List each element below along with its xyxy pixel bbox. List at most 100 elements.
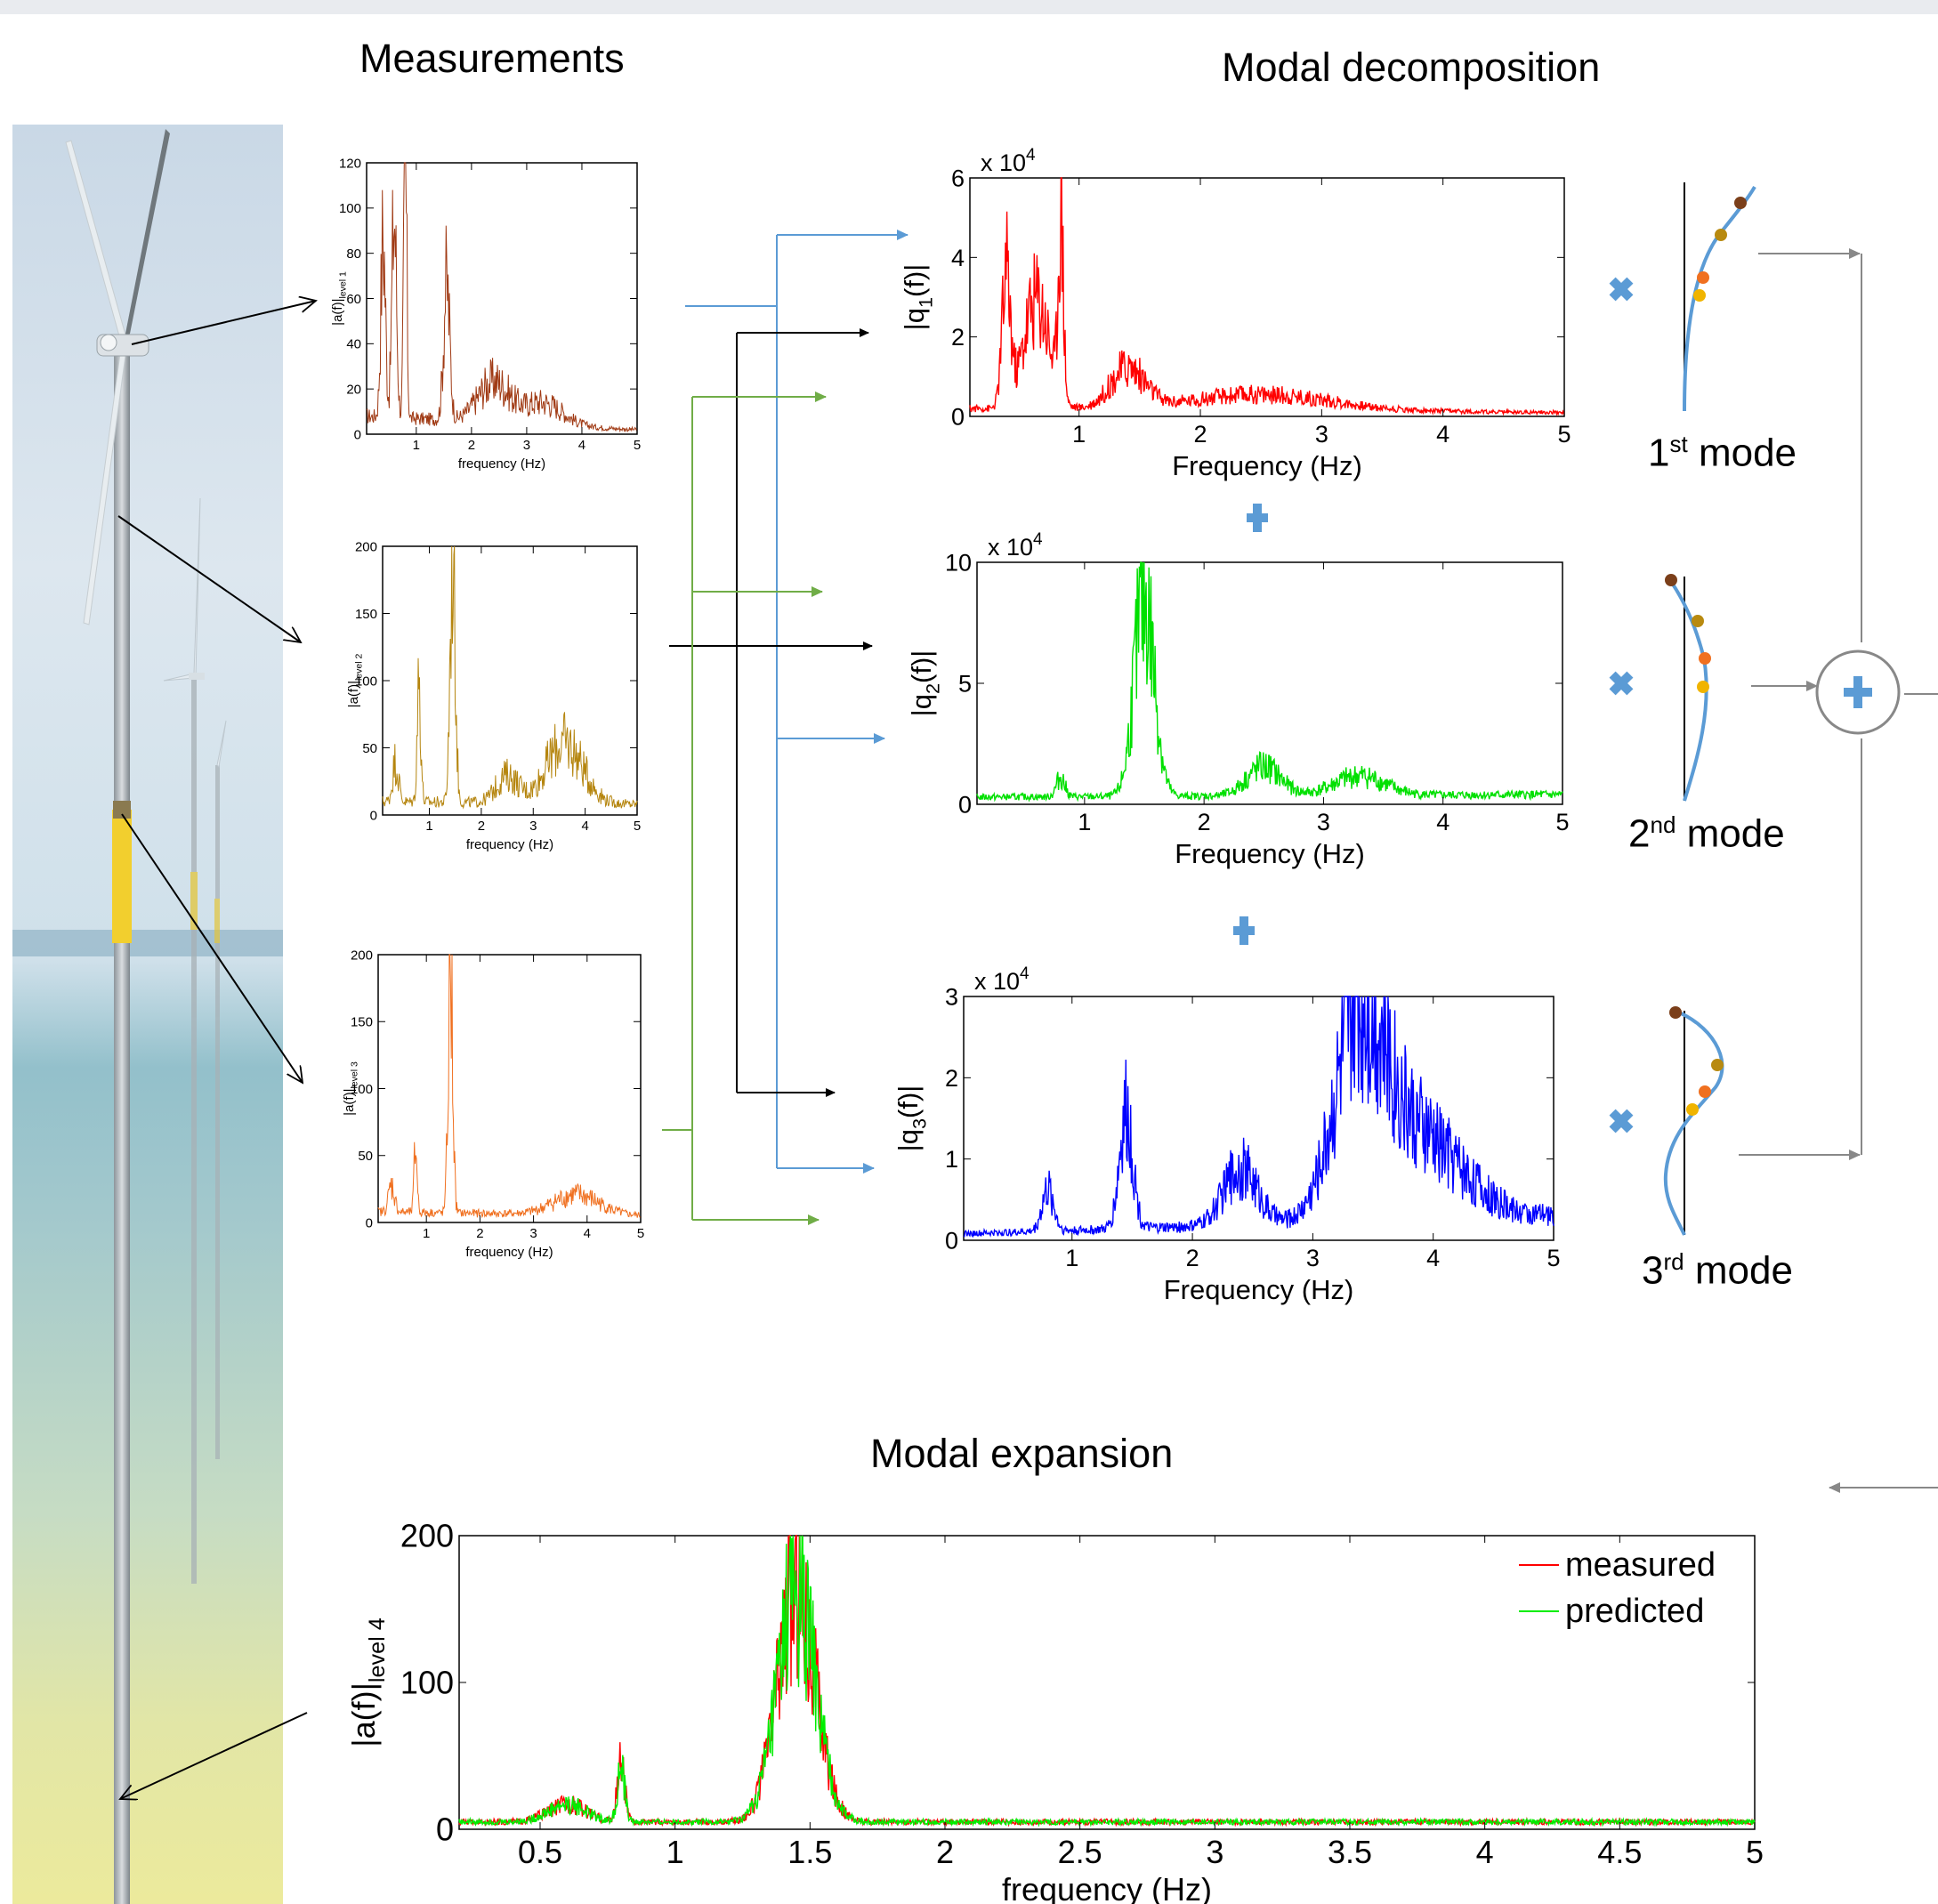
y-tick-label: 0 (436, 1811, 454, 1848)
y-tick-label: 0 (370, 808, 377, 823)
x-tick-label: 4 (578, 438, 585, 453)
series-line-level2 (382, 545, 638, 810)
y-tick-label: 100 (351, 1082, 373, 1097)
sensor-arrows (117, 301, 316, 1799)
x-tick-label: 3 (1315, 421, 1328, 448)
y-tick-label: 80 (346, 246, 361, 262)
x-axis-label: frequency (Hz) (1002, 1871, 1212, 1904)
x-tick-label: 1 (413, 438, 420, 453)
y-axis-label: |a(f)|level 3 (342, 1061, 360, 1116)
plot-frame (377, 954, 642, 1223)
x-tick-label: 4 (1436, 421, 1449, 448)
sensor-arrow-level1 (131, 301, 316, 345)
x-tick-label: 5 (1546, 1245, 1560, 1271)
chart-q1: 1 2 3 4 5 0 2 4 6 x 104 Frequency (Hz) |q1(f)| (899, 146, 1571, 481)
x-tick-label: 2 (1194, 421, 1207, 448)
x-axis-label: frequency (Hz) (458, 456, 545, 472)
y-tick-label: 0 (366, 1215, 373, 1230)
x-axis-label: frequency (Hz) (466, 837, 553, 852)
y-tick-label: 150 (351, 1015, 373, 1030)
x-tick-label: 1 (1072, 421, 1086, 448)
x-tick-label: 5 (1555, 809, 1569, 835)
y-tick-label: 200 (351, 948, 373, 963)
multiply-icon (1609, 671, 1634, 696)
y-tick-label: 10 (945, 549, 972, 576)
x-tick-label: 4.5 (1597, 1834, 1642, 1870)
mode-number: 1 (1648, 431, 1670, 475)
y-tick-label: 6 (951, 165, 965, 191)
x-tick-label: 5 (634, 819, 641, 834)
x-tick-label: 2 (1198, 809, 1211, 835)
routing-arrows-level1 (685, 230, 908, 1174)
chart-level1: 1 2 3 4 5 0 20 40 60 80 100 120 frequency (Hz) |a(f)|… (330, 156, 641, 472)
series-line-q1 (969, 177, 1565, 416)
y-tick-label: 50 (358, 1149, 373, 1164)
x-tick-label: 2 (936, 1834, 954, 1870)
x-axis-label: frequency (Hz) (465, 1245, 553, 1260)
x-tick-label: 3 (523, 438, 530, 453)
mode-suffix: rd (1663, 1248, 1684, 1275)
y-tick-label: 1 (945, 1146, 958, 1173)
y-axis-label: |a(f)|level 1 (330, 271, 349, 326)
x-tick-label: 1 (666, 1834, 684, 1870)
modal-expansion-title: Modal expansion (870, 1431, 1174, 1476)
exponent-label: x 104 (981, 146, 1036, 176)
x-tick-label: 2 (478, 819, 485, 834)
plus-icon (1247, 504, 1268, 532)
mode-word: mode (1694, 1248, 1793, 1293)
legend-label-predicted: predicted (1565, 1593, 1704, 1630)
x-tick-label: 1 (1078, 809, 1091, 835)
y-tick-label: 150 (355, 607, 377, 622)
y-tick-label: 0 (951, 403, 965, 430)
multiply-icon (1609, 1109, 1634, 1134)
x-tick-label: 2 (468, 438, 475, 453)
mode-number: 3 (1642, 1248, 1664, 1293)
x-tick-label: 2.5 (1058, 1834, 1102, 1870)
x-tick-label: 3 (1306, 1245, 1320, 1271)
mode-word: mode (1686, 811, 1785, 856)
mode-label-2: 2nd mode (1628, 811, 1785, 857)
mode-suffix: nd (1650, 811, 1676, 838)
mode-shape-3-icon (1663, 1006, 1724, 1236)
x-tick-label: 1 (423, 1226, 430, 1241)
x-tick-label: 1 (1065, 1245, 1078, 1271)
series-line-level3 (377, 954, 642, 1219)
y-tick-label: 40 (346, 337, 361, 352)
y-tick-label: 0 (354, 427, 361, 442)
x-tick-label: 5 (634, 438, 641, 453)
summation-node-icon (1815, 649, 1901, 735)
x-tick-label: 5 (1746, 1834, 1764, 1870)
sensor-arrow-level4 (120, 1712, 308, 1799)
mode-number: 2 (1628, 811, 1651, 856)
x-tick-label: 2 (476, 1226, 483, 1241)
y-tick-label: 2 (951, 324, 965, 351)
x-tick-label: 1.5 (787, 1834, 832, 1870)
y-tick-label: 20 (346, 382, 361, 397)
sensor-arrow-level2 (117, 515, 301, 642)
x-axis-label: Frequency (Hz) (1172, 450, 1362, 481)
mode-word: mode (1698, 431, 1797, 475)
x-tick-label: 3.5 (1328, 1834, 1372, 1870)
mode-label-3: 3rd mode (1642, 1248, 1793, 1294)
x-tick-label: 3 (529, 819, 537, 834)
x-tick-label: 4 (584, 1226, 591, 1241)
sensor-arrow-level3 (121, 813, 303, 1083)
x-tick-label: 1 (425, 819, 432, 834)
plot-frame (458, 1535, 1756, 1830)
y-tick-label: 200 (355, 539, 377, 554)
chart-q2: 1 2 3 4 5 0 5 10 x 104 Frequency (Hz) |q2(f)| (906, 530, 1570, 869)
y-tick-label: 200 (400, 1518, 454, 1554)
y-axis-label: |q1(f)| (899, 264, 936, 331)
mode-label-1: 1st mode (1648, 431, 1797, 476)
x-axis-label: Frequency (Hz) (1175, 838, 1365, 869)
chart-q3: 1 2 3 4 5 0 1 2 3 x 104 Frequency (Hz) |q3(f)| (892, 964, 1561, 1305)
y-tick-label: 120 (339, 156, 361, 171)
mode-shape-1-icon (1683, 182, 1756, 412)
modal-decomposition-title: Modal decomposition (1222, 44, 1601, 90)
series-line-level1 (366, 162, 638, 433)
y-tick-label: 100 (355, 674, 377, 689)
multiply-icon (1609, 277, 1634, 302)
y-tick-label: 2 (945, 1065, 958, 1092)
x-tick-label: 4 (1476, 1834, 1494, 1870)
